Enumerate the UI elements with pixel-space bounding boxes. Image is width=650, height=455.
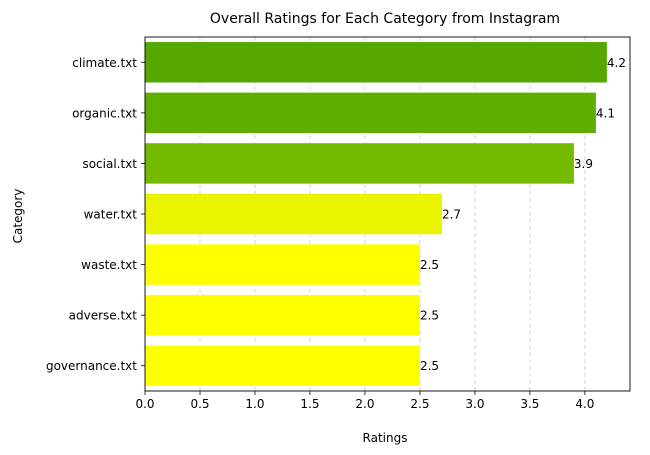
y-tick-label: climate.txt [72,56,137,70]
y-axis-label: Category [11,189,25,244]
axes: 0.0 0.5 1.0 1.5 2.0 2.5 3.0 3.5 4.0 climate.txt or… [46,36,631,411]
bar [145,193,442,235]
x-tick-label: 3.0 [465,397,484,411]
x-tick-label: 4.0 [575,397,594,411]
y-tick-label: adverse.txt [69,309,138,323]
bar [145,42,607,83]
y-tick-label: social.txt [82,157,137,171]
bars [145,42,607,386]
y-tick-label: water.txt [84,208,138,222]
bar-value-label: 4.1 [596,106,615,120]
x-tick-label: 1.5 [300,397,319,411]
bar [145,345,420,386]
value-labels: 4.2 4.1 3.9 2.7 2.5 2.5 2.5 [420,56,626,373]
chart-title: Overall Ratings for Each Category from I… [210,11,560,27]
x-tick-label: 0.5 [190,397,209,411]
x-tick-label: 2.5 [410,397,429,411]
x-tick-label: 3.5 [520,397,539,411]
bar-value-label: 2.7 [442,208,461,222]
bar-value-label: 2.5 [420,258,439,272]
bar [145,294,420,336]
x-tick-label: 1.0 [245,397,264,411]
bar-value-label: 4.2 [607,56,626,70]
y-tick-label: governance.txt [46,359,137,373]
x-tick-label: 0.0 [135,397,154,411]
bar [145,92,596,134]
bar [145,143,574,184]
bar-value-label: 2.5 [420,359,439,373]
x-axis-label: Ratings [363,431,408,445]
bar [145,244,420,285]
y-tick-label: organic.txt [72,106,137,120]
bar-value-label: 2.5 [420,309,439,323]
x-tick-label: 2.0 [355,397,374,411]
y-tick-label: waste.txt [81,258,137,272]
plot-frame [144,36,631,392]
bar-value-label: 3.9 [574,157,593,171]
